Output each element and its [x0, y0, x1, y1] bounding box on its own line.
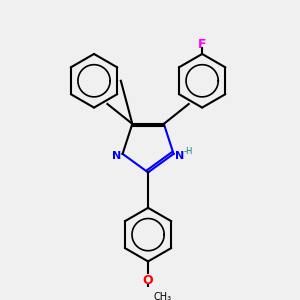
Text: O: O [143, 274, 153, 287]
Text: CH₃: CH₃ [154, 292, 172, 300]
Text: F: F [198, 38, 206, 51]
Text: -H: -H [183, 147, 193, 156]
Text: N: N [112, 151, 122, 161]
Text: N: N [175, 151, 184, 161]
